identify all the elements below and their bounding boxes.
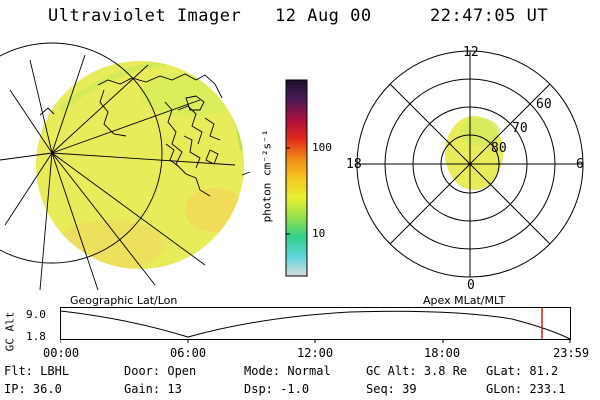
footer-key: Seq: [366,382,395,396]
footer-door: Door: Open [124,364,196,378]
footer-value: 13 [167,382,182,396]
ring-label-70: 70 [512,121,528,136]
x-tick-1200: 12:00 [297,346,334,360]
y-tick-1-8: 1.8 [26,330,46,343]
footer-key: Flt: [4,364,33,378]
x-tick-2359: 23:59 [553,346,590,360]
footer-key: Door: [124,364,161,378]
footer-key: Gain: [124,382,161,396]
footer-gc-alt: GC Alt: 3.8 Re [366,364,467,378]
x-tick-0600: 06:00 [170,346,207,360]
mlt-label-6: 6 [576,157,584,172]
footer-flt: Flt: LBHL [4,364,69,378]
footer-gain: Gain: 13 [124,382,182,396]
altitude-curve [60,310,571,340]
footer-key: GLon: [486,382,523,396]
footer-key: Dsp: [244,382,273,396]
footer-value: Normal [287,364,331,378]
footer-key: Mode: [244,364,281,378]
geographic-label: Geographic Lat/Lon [70,294,178,307]
x-tick-0000: 00:00 [43,346,80,360]
app-title: Ultraviolet Imager [48,6,242,26]
footer-key: GC Alt: [366,364,417,378]
footer-value: -1.0 [280,382,310,396]
footer-key: GLat: [486,364,523,378]
footer-value: 39 [402,382,417,396]
coastlines [39,73,251,197]
lat-lon-grid [0,42,236,291]
gc-alt-axis-title: GC Alt [3,311,17,352]
footer-mode: Mode: Normal [244,364,331,378]
mlt-label-12: 12 [463,45,479,60]
colorbar [285,79,308,277]
ring-label-80: 80 [491,141,507,156]
footer-ip: IP: 36.0 [4,382,62,396]
colorbar-tick-100: 100 [312,141,332,154]
colorbar-unit-label: photon cm⁻²s⁻¹ [260,129,274,223]
geographic-image [0,42,251,291]
polar-grid [356,50,584,278]
ring-label-60: 60 [536,97,552,112]
footer-key: IP: [4,382,26,396]
time-label: 22:47:05 UT [430,6,549,26]
footer-value: 81.2 [529,364,559,378]
x-tick-1800: 18:00 [424,346,461,360]
y-tick-9: 9.0 [26,308,46,321]
footer-glon: GLon: 233.1 [486,382,565,396]
date-label: 12 Aug 00 [275,6,372,26]
footer-value: Open [167,364,197,378]
footer-value: 36.0 [32,382,62,396]
mlt-label-18: 18 [346,157,362,172]
mlt-label-0: 0 [467,278,475,293]
footer-value: 3.8 Re [423,364,468,378]
footer-value: LBHL [40,364,70,378]
orbit-altitude-plot [60,307,571,343]
colorbar-tick-10: 10 [312,227,326,240]
apex-label: Apex MLat/MLT [423,294,506,307]
footer-value: 233.1 [529,382,566,396]
polar-plot [356,50,584,278]
footer-glat: GLat: 81.2 [486,364,558,378]
footer-dsp: Dsp: -1.0 [244,382,309,396]
footer-seq: Seq: 39 [366,382,417,396]
